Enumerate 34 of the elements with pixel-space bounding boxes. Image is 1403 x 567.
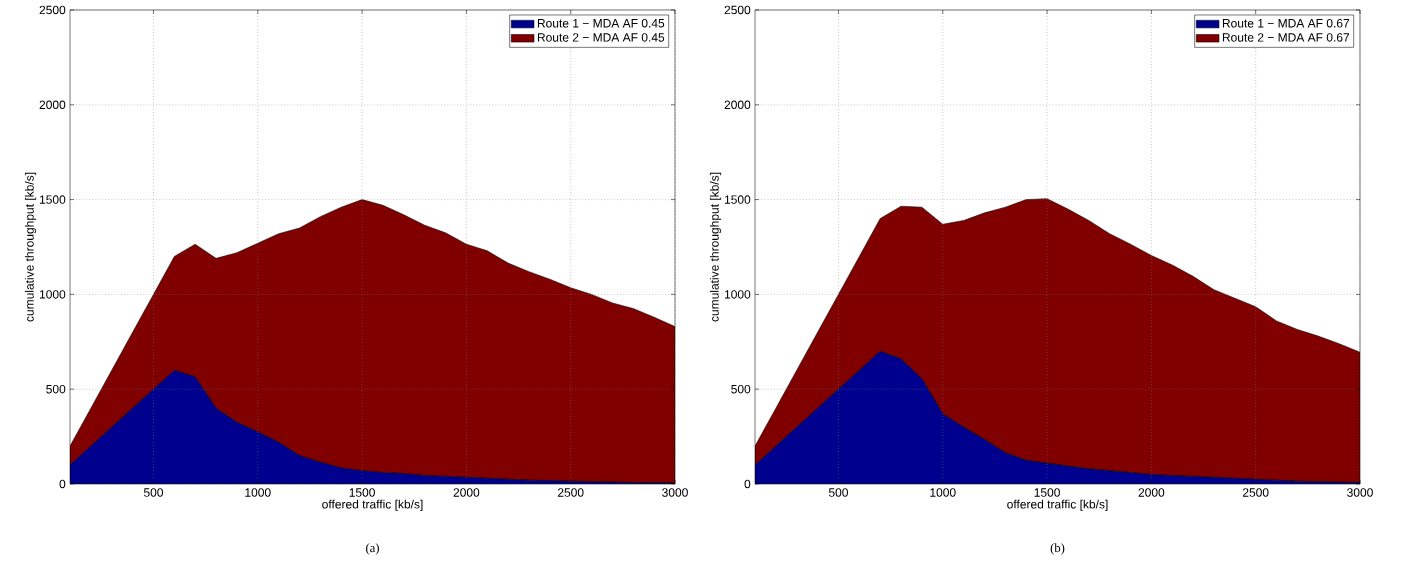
y-tick-label: 2500 xyxy=(724,5,751,15)
x-tick-label: 1000 xyxy=(930,488,956,497)
y-tick-label: 500 xyxy=(731,384,751,394)
y-tick-label: 500 xyxy=(46,384,66,394)
y-axis-title: cumulative throughput [kb/s] xyxy=(709,172,722,322)
y-tick-label: 1500 xyxy=(724,195,751,204)
x-tick-label: 2500 xyxy=(1242,488,1269,497)
x-tick-label: 500 xyxy=(143,488,164,497)
x-tick-label: 2500 xyxy=(557,488,584,497)
x-axis-title: offered traffic [kb/s] xyxy=(322,499,423,511)
legend-label: Route 2 − MDA AF 0.67 xyxy=(1222,33,1350,42)
y-tick-label: 1000 xyxy=(39,290,66,299)
y-tick-label: 0 xyxy=(744,479,751,489)
x-tick-label: 1500 xyxy=(349,488,375,497)
x-tick-label: 1500 xyxy=(1034,488,1060,497)
text: (a) xyxy=(366,543,379,555)
y-tick-label: 2000 xyxy=(39,100,66,110)
x-axis-title: offered traffic [kb/s] xyxy=(1007,499,1108,511)
x-tick-label: 2000 xyxy=(1138,488,1165,497)
x-tick-label: 500 xyxy=(828,488,848,497)
y-tick-label: 1000 xyxy=(724,290,751,299)
text: (b) xyxy=(1050,543,1065,555)
x-tick-label: 3000 xyxy=(662,488,688,497)
x-tick-label: 3000 xyxy=(1347,488,1373,497)
x-tick-label: 1000 xyxy=(245,488,271,497)
legend-label: Route 1 − MDA AF 0.67 xyxy=(1222,18,1350,28)
x-tick-label: 2000 xyxy=(453,488,480,497)
y-tick-label: 2500 xyxy=(39,5,66,15)
y-axis-title: cumulative throughput [kb/s] xyxy=(24,172,37,322)
legend-label: Route 1 − MDA AF 0.45 xyxy=(537,18,665,28)
y-tick-label: 0 xyxy=(59,479,66,489)
legend-label: Route 2 − MDA AF 0.45 xyxy=(537,33,665,42)
y-tick-label: 2000 xyxy=(724,100,751,110)
y-tick-label: 1500 xyxy=(39,195,66,204)
